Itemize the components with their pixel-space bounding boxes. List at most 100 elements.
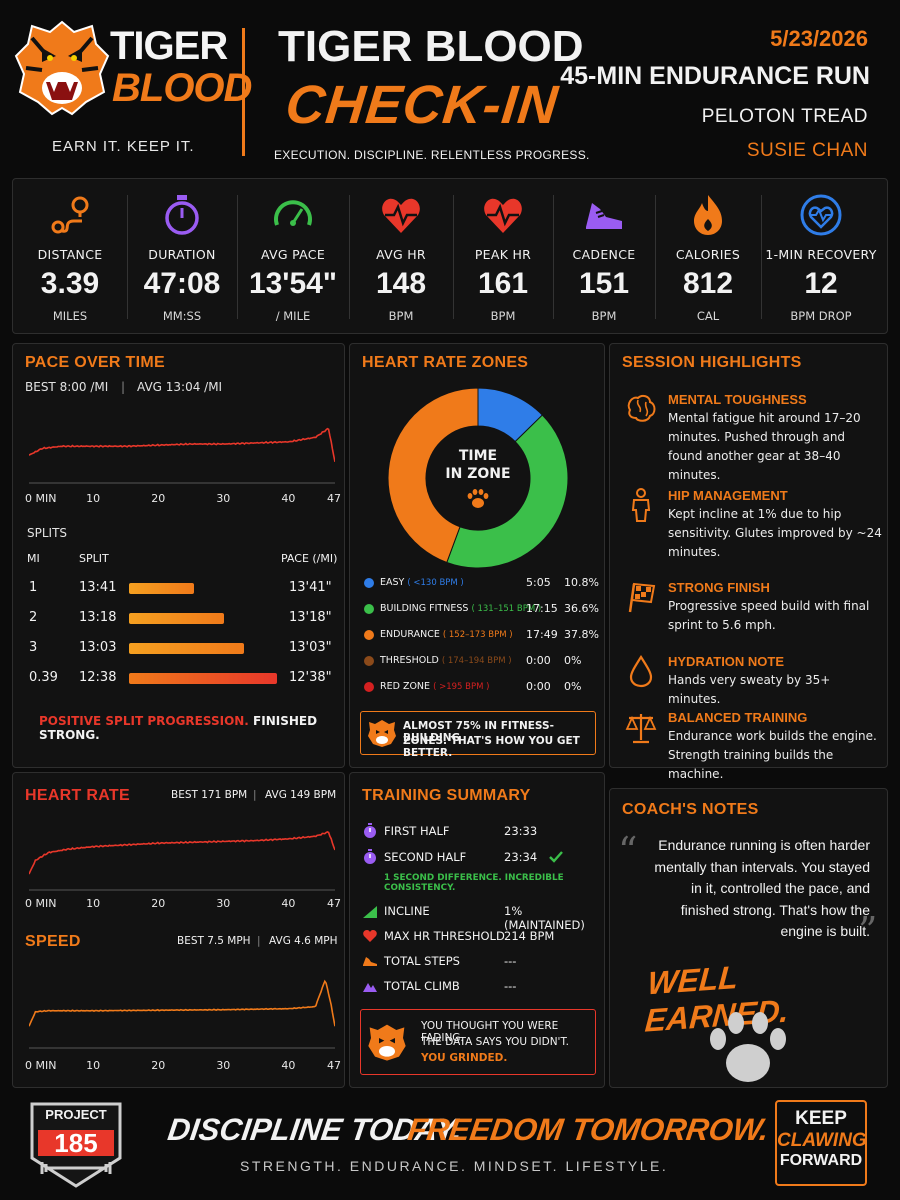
badge-number: 185 — [54, 1128, 98, 1158]
heart-icon — [363, 930, 377, 942]
split-time: 13:03 — [79, 640, 117, 655]
split-time: 13:18 — [79, 610, 117, 625]
stat-label: CADENCE — [572, 247, 636, 262]
tagline: EARN IT. KEEP IT. — [52, 138, 195, 155]
zone-range: ( 131–151 BPM ) — [471, 604, 542, 614]
x-tick-label: 10 — [86, 492, 101, 505]
header-divider — [242, 28, 245, 156]
stat-unit: BPM — [591, 309, 617, 323]
zone-time: 17:49 — [526, 628, 558, 641]
logo-wordmark-top: TIGER — [110, 24, 228, 68]
summary-callout-line1: YOU THOUGHT YOU WERE FADING. — [421, 1020, 559, 1044]
summary-callout: YOU THOUGHT YOU WERE FADING. THE DATA SA… — [360, 1009, 596, 1075]
keep-line2: CLAWING — [777, 1130, 867, 1151]
stat-avg-pace: AVG PACE 13'54" / MILE — [237, 179, 349, 335]
zone-range: ( 174–194 BPM ) — [441, 656, 512, 666]
second-half-value: 23:34 — [504, 850, 538, 864]
incline-label: INCLINE — [384, 904, 430, 918]
zone-label: BUILDING FITNESS — [380, 603, 469, 614]
splits-note-rest: FINISHED STRONG. — [39, 714, 318, 742]
donut-slice-endurance — [387, 387, 479, 564]
highlight-title-3: STRONG FINISH — [668, 580, 770, 595]
stat-label: AVG PACE — [260, 247, 326, 262]
donut-center-line2: IN ZONE — [445, 466, 511, 482]
tiger-face-icon — [368, 720, 396, 747]
shoe-icon — [363, 957, 377, 966]
climb-value: --- — [504, 979, 517, 993]
speedometer-icon — [274, 200, 312, 226]
stat-cadence: CADENCE 151 BPM — [553, 179, 655, 335]
highlight-body-3: Progressive speed build with final sprin… — [668, 599, 870, 632]
split-mile: 3 — [29, 640, 38, 655]
split-mile: 2 — [29, 610, 38, 625]
zone-color-dot — [364, 682, 374, 692]
x-tick-label: 20 — [151, 492, 166, 505]
second-half-label: SECOND HALF — [384, 850, 467, 864]
pace-avg: AVG 13:04 /MI — [137, 380, 223, 394]
heart-rate-chart — [29, 831, 335, 891]
split-bar — [129, 583, 195, 594]
stat-unit: / MILE — [275, 309, 311, 323]
max-hr-value: 214 BPM — [504, 929, 555, 943]
split-bar — [129, 613, 224, 624]
steps-value: --- — [504, 954, 517, 968]
stat-value: 3.39 — [40, 267, 100, 300]
zone-percent: 36.6% — [564, 602, 599, 615]
splits-title: SPLITS — [27, 526, 68, 540]
heart-rate-avg: AVG 149 BPM — [265, 789, 337, 801]
stat-value: 812 — [682, 267, 734, 300]
zone-name: EASY ( <130 BPM ) — [380, 577, 464, 588]
zones-callout: ALMOST 75% IN FITNESS-BUILDING ZONES. TH… — [360, 711, 596, 759]
stopwatch-icon — [364, 849, 376, 864]
split-row: 0.39 12:38 12'38" — [13, 666, 346, 692]
zone-time: 5:05 — [526, 576, 551, 589]
series-line — [29, 979, 335, 1027]
x-tick-label: 10 — [86, 1059, 101, 1072]
stat-calories: CALORIES 812 CAL — [655, 179, 761, 335]
zone-label: ENDURANCE — [380, 629, 440, 640]
incline-icon — [363, 906, 377, 918]
heart-pulse-icon — [484, 198, 522, 233]
split-row: 1 13:41 13'41" — [13, 576, 346, 602]
zone-percent: 0% — [564, 654, 582, 667]
body-outline-icon — [631, 488, 651, 522]
location-route-icon — [51, 196, 89, 234]
zone-percent: 0% — [564, 680, 582, 693]
running-shoe-icon — [586, 203, 622, 229]
workout-name: 45-MIN ENDURANCE RUN — [560, 62, 870, 90]
stat-unit: CAL — [696, 309, 720, 323]
stat-duration: DURATION 47:08 MM:SS — [127, 179, 237, 335]
zone-row: EASY ( <130 BPM ) 5:05 10.8% — [350, 573, 606, 595]
check-icon — [549, 851, 563, 863]
stopwatch-icon — [364, 823, 376, 838]
split-pace: 13'03" — [289, 640, 332, 655]
speed-chart — [29, 979, 335, 1049]
tiger-logo-icon — [14, 20, 110, 116]
stats-panel: DISTANCE 3.39 MILES DURATION 47:08 MM:SS AVG P… — [12, 178, 888, 334]
max-hr-label: MAX HR THRESHOLD — [384, 929, 505, 943]
summary-steps: TOTAL STEPS --- — [350, 951, 606, 973]
zone-row: ENDURANCE ( 152–173 BPM ) 17:49 37.8% — [350, 625, 606, 647]
tiger-face-icon — [368, 1024, 406, 1061]
close-quote-icon: ” — [858, 909, 878, 953]
zone-color-dot — [364, 656, 374, 666]
stat-label: CALORIES — [675, 247, 741, 262]
zone-percent: 37.8% — [564, 628, 599, 641]
x-tick-label: 20 — [151, 1059, 166, 1072]
keep-line1: KEEP — [795, 1108, 847, 1129]
split-pace: 13'41" — [289, 580, 332, 595]
zone-range: ( >195 BPM ) — [433, 682, 490, 692]
splits-note-emphasis: POSITIVE SPLIT PROGRESSION. — [39, 714, 249, 728]
stat-unit: BPM DROP — [790, 309, 852, 323]
highlight-title-4: HYDRATION NOTE — [668, 654, 785, 669]
consistency-note: 1 SECOND DIFFERENCE. INCREDIBLE CONSISTE… — [384, 873, 564, 893]
climb-label: TOTAL CLIMB — [384, 979, 460, 993]
heart-rate-best: BEST 171 BPM — [171, 789, 248, 801]
highlights-title: SESSION HIGHLIGHTS — [622, 354, 802, 371]
footer-slogan-orange: FREEDOM TOMORROW. — [405, 1112, 772, 1147]
highlight-body-2: Kept incline at 1% due to hip sensitivit… — [668, 507, 882, 559]
split-bar — [129, 673, 277, 684]
splits-col-mi: MI — [27, 552, 40, 565]
stat-divider — [237, 195, 238, 319]
summary-climb: TOTAL CLIMB --- — [350, 976, 606, 998]
